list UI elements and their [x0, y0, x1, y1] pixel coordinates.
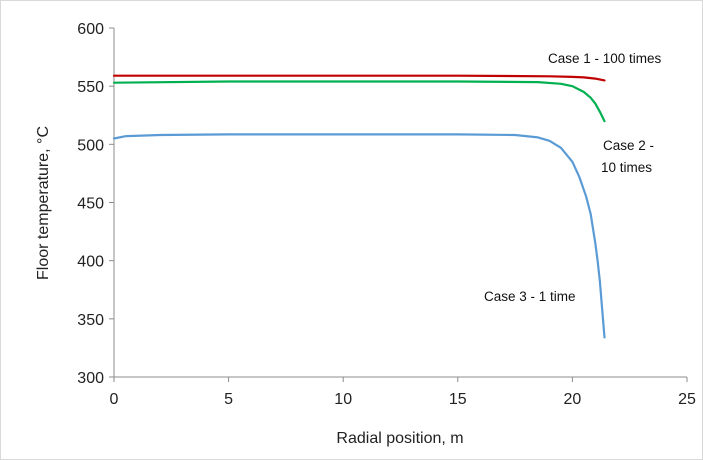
x-tick-label: 15: [449, 391, 467, 408]
series-lines: [112, 74, 606, 339]
series-line-case-2: [112, 80, 606, 123]
y-tick-label: 450: [77, 196, 104, 213]
y-tick-label: 600: [77, 21, 104, 38]
y-tick-label: 500: [77, 137, 104, 154]
annotation-case-2-line2: 10 times: [601, 160, 652, 175]
series-line-case-3: [112, 133, 606, 339]
series-line-case-1: [112, 74, 606, 82]
x-tick-label: 10: [334, 391, 352, 408]
x-tick-label: 0: [110, 391, 119, 408]
x-axis-label: Radial position, m: [336, 430, 463, 447]
annotation-case-1: Case 1 - 100 times: [548, 51, 662, 66]
annotation-case-3: Case 3 - 1 time: [484, 289, 576, 304]
y-tick-label: 350: [77, 312, 104, 329]
y-axis-label: Floor temperature, °C: [35, 126, 52, 280]
y-tick-label: 300: [77, 370, 104, 387]
y-tick-label: 400: [77, 254, 104, 271]
axes: [109, 27, 688, 382]
x-tick-label: 20: [564, 391, 582, 408]
annotation-case-2-line1: Case 2 -: [603, 138, 654, 153]
x-tick-label: 5: [224, 391, 233, 408]
y-tick-label: 550: [77, 79, 104, 96]
tick-labels: 300 350 400 450 500 550 600 0 5 10 15 20 25: [77, 21, 696, 408]
x-tick-label: 25: [678, 391, 696, 408]
